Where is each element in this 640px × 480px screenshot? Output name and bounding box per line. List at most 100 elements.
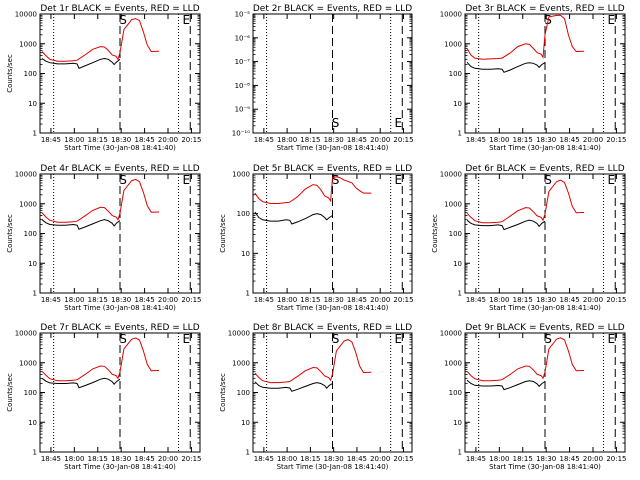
y-tick-label: 100 bbox=[24, 389, 37, 397]
panel-det-4: Det 4r BLACK = Events, RED = LLD 1 10 100 10… bbox=[6, 164, 202, 312]
x-tick-label: 20:00 bbox=[158, 296, 178, 304]
y-tick-label: 1 bbox=[33, 130, 37, 138]
series-events-line bbox=[254, 211, 333, 225]
x-tick-label: 18:30 bbox=[111, 296, 131, 304]
x-tick-label: 20:00 bbox=[370, 296, 390, 304]
end-marker-label: E bbox=[607, 173, 615, 187]
x-axis-label: Start Time (30-Jan-08 18:41:40) bbox=[64, 304, 176, 312]
start-marker-label: S bbox=[119, 332, 127, 346]
start-marker-label: S bbox=[332, 116, 340, 130]
x-tick-label: 18:30 bbox=[324, 136, 344, 144]
x-axis-label: Start Time (30-Jan-08 18:41:40) bbox=[277, 144, 389, 152]
end-marker-label: E bbox=[182, 13, 190, 27]
y-tick-label: 10 bbox=[28, 260, 37, 268]
y-tick-label: 10⁻⁸ bbox=[235, 82, 251, 90]
panel-title: Det 5r BLACK = Events, RED = LLD bbox=[253, 164, 412, 174]
x-tick-label: 18:00 bbox=[277, 296, 297, 304]
x-tick-label: 20:00 bbox=[583, 455, 603, 463]
series-lld-line bbox=[41, 337, 160, 382]
x-tick-label: 18:45 bbox=[559, 455, 579, 463]
panel-det-2: Det 2r BLACK = Events, RED = LLD 10⁻¹⁰ 10⁻… bbox=[232, 4, 414, 152]
x-axis-label: Start Time (30-Jan-08 18:41:40) bbox=[489, 304, 601, 312]
end-marker-label: E bbox=[607, 332, 615, 346]
y-tick-label: 10000 bbox=[15, 171, 37, 179]
x-tick-label: 18:15 bbox=[513, 136, 533, 144]
x-tick-label: 18:30 bbox=[111, 136, 131, 144]
x-tick-label: 18:15 bbox=[88, 296, 108, 304]
x-tick-label: 18:00 bbox=[277, 455, 297, 463]
x-tick-label: 18:45 bbox=[466, 455, 486, 463]
x-tick-label: 18:30 bbox=[536, 296, 556, 304]
panel-title: Det 8r BLACK = Events, RED = LLD bbox=[253, 323, 412, 333]
y-tick-label: 1000 bbox=[232, 359, 250, 367]
x-tick-label: 18:45 bbox=[254, 296, 274, 304]
y-tick-label: 1000 bbox=[19, 359, 37, 367]
x-axis-label: Start Time (30-Jan-08 18:41:40) bbox=[489, 463, 601, 471]
end-marker-label: E bbox=[395, 173, 403, 187]
x-tick-label: 18:30 bbox=[536, 455, 556, 463]
x-tick-label: 20:15 bbox=[393, 136, 413, 144]
y-tick-label: 10⁻⁵ bbox=[235, 11, 251, 19]
end-marker-label: E bbox=[182, 173, 190, 187]
y-tick-label: 10000 bbox=[15, 330, 37, 338]
x-axis-label: Start Time (30-Jan-08 18:41:40) bbox=[277, 463, 389, 471]
y-tick-label: 10000 bbox=[228, 330, 250, 338]
x-tick-label: 20:00 bbox=[158, 136, 178, 144]
y-tick-label: 1 bbox=[33, 449, 37, 457]
x-tick-label: 18:45 bbox=[466, 296, 486, 304]
y-tick-label: 10⁻⁷ bbox=[235, 58, 251, 66]
x-tick-label: 18:15 bbox=[513, 296, 533, 304]
y-tick-label: 1000 bbox=[19, 40, 37, 48]
y-tick-label: 100 bbox=[237, 389, 250, 397]
y-tick-label: 1 bbox=[458, 449, 462, 457]
y-tick-label: 10 bbox=[453, 419, 462, 427]
y-tick-label: 10000 bbox=[15, 11, 37, 19]
panel-title: Det 2r BLACK = Events, RED = LLD bbox=[253, 4, 412, 14]
y-tick-label: 10000 bbox=[440, 171, 462, 179]
series-lld-line bbox=[41, 178, 160, 223]
y-axis-label: Counts/sec bbox=[6, 373, 14, 412]
x-tick-label: 18:45 bbox=[347, 136, 367, 144]
x-tick-label: 18:00 bbox=[489, 136, 509, 144]
series-lld-line bbox=[466, 337, 585, 382]
x-tick-label: 18:00 bbox=[489, 455, 509, 463]
x-axis-label: Start Time (30-Jan-08 18:41:40) bbox=[277, 304, 389, 312]
x-tick-label: 18:30 bbox=[536, 136, 556, 144]
y-tick-label: 100 bbox=[24, 230, 37, 238]
x-tick-label: 20:00 bbox=[370, 136, 390, 144]
y-tick-label: 100 bbox=[449, 389, 462, 397]
series-events-line bbox=[466, 379, 546, 391]
series-events-line bbox=[466, 219, 546, 231]
y-axis-label: Counts/sec bbox=[6, 214, 14, 253]
panel-det-9: Det 9r BLACK = Events, RED = LLD 1 10 100 10… bbox=[440, 323, 627, 471]
y-tick-label: 10 bbox=[28, 419, 37, 427]
series-events-line bbox=[41, 377, 121, 389]
end-marker-label: E bbox=[395, 332, 403, 346]
y-tick-label: 10⁻⁹ bbox=[235, 106, 251, 114]
x-tick-label: 18:30 bbox=[324, 296, 344, 304]
x-tick-label: 18:30 bbox=[324, 455, 344, 463]
y-axis-label: Counts/sec bbox=[219, 373, 227, 412]
x-tick-label: 20:15 bbox=[606, 136, 626, 144]
panel-det-3: Det 3r BLACK = Events, RED = LLD 1 10 100 10… bbox=[440, 4, 627, 152]
start-marker-label: S bbox=[119, 13, 127, 27]
x-tick-label: 20:00 bbox=[158, 455, 178, 463]
x-tick-label: 18:45 bbox=[559, 296, 579, 304]
x-tick-label: 18:15 bbox=[300, 296, 320, 304]
start-marker-label: S bbox=[544, 173, 552, 187]
x-tick-label: 18:30 bbox=[111, 455, 131, 463]
end-marker-label: E bbox=[607, 13, 615, 27]
x-tick-label: 18:15 bbox=[300, 136, 320, 144]
x-tick-label: 18:45 bbox=[134, 455, 154, 463]
y-tick-label: 100 bbox=[237, 210, 250, 218]
x-tick-label: 18:00 bbox=[64, 136, 84, 144]
x-tick-label: 20:15 bbox=[606, 455, 626, 463]
y-tick-label: 1000 bbox=[444, 200, 462, 208]
start-marker-label: S bbox=[119, 173, 127, 187]
series-lld-line bbox=[466, 179, 585, 224]
x-tick-label: 18:00 bbox=[64, 296, 84, 304]
x-tick-label: 18:00 bbox=[64, 455, 84, 463]
y-axis-label: Counts/sec bbox=[219, 214, 227, 253]
y-tick-label: 1 bbox=[246, 449, 250, 457]
